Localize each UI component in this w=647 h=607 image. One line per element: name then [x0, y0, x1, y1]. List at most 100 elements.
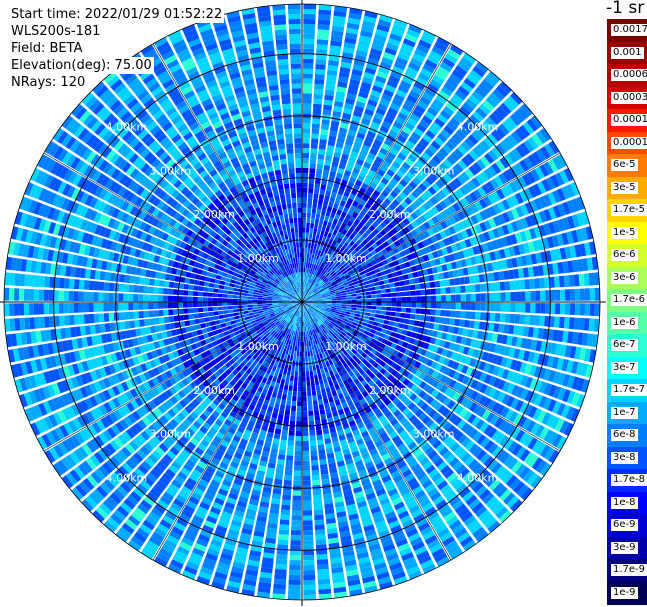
ray-gate-cell [400, 395, 409, 404]
ray-gate-cell [278, 408, 285, 415]
ray-gate-cell [575, 362, 584, 376]
ray-gate-cell [288, 385, 293, 391]
ray-gate-cell [353, 378, 361, 386]
ray-gate-cell [422, 429, 432, 438]
ray-gate-cell [247, 304, 253, 308]
ray-gate-cell [143, 286, 149, 294]
ray-gate-cell [346, 304, 352, 307]
ray-gate-cell [429, 398, 439, 408]
ray-gate-cell [383, 479, 394, 488]
ray-gate-cell [392, 452, 402, 461]
ray-gate-cell [275, 468, 284, 475]
ray-gate-cell [248, 310, 254, 314]
ray-gate-cell [409, 393, 418, 402]
ray-gate-cell [272, 588, 286, 595]
ray-gate-cell [371, 302, 377, 306]
ray-gate-cell [134, 276, 140, 285]
ray-gate-cell [455, 353, 463, 362]
ray-gate-cell [491, 462, 502, 474]
ray-gate-cell [277, 454, 286, 460]
ray-gate-cell [428, 436, 439, 446]
ray-gate-cell [339, 397, 346, 404]
ray-gate-cell [337, 360, 343, 367]
ray-gate-cell [511, 372, 519, 383]
ray-gate-cell [489, 479, 501, 491]
ray-gate-cell [456, 419, 467, 430]
ray-gate-cell [285, 460, 293, 466]
ray-gate-cell [401, 329, 408, 336]
ray-gate-cell [550, 342, 557, 355]
ray-gate-cell [405, 455, 416, 464]
ray-gate-cell [323, 398, 329, 404]
ray-gate-cell [169, 322, 176, 330]
ray-gate-cell [58, 290, 64, 301]
ray-gate-cell [379, 431, 388, 440]
ray-gate-cell [477, 407, 487, 418]
ray-gate-cell [344, 373, 351, 380]
ray-gate-cell [374, 387, 382, 395]
ray-gate-cell [88, 280, 95, 291]
ray-gate-cell [520, 303, 526, 313]
ray-gate-cell [508, 347, 516, 358]
ray-gate-cell [314, 309, 320, 313]
ray-gate-cell [219, 318, 226, 324]
ray-gate-cell [491, 430, 502, 442]
ray-gate-cell [297, 396, 302, 402]
ray-gate-cell [523, 404, 533, 416]
ray-gate-cell [356, 438, 364, 446]
ray-gate-cell [288, 569, 301, 576]
ray-gate-cell [406, 565, 420, 576]
ray-gate-cell [452, 460, 463, 472]
ray-gate-cell [564, 345, 572, 358]
ray-gate-cell [405, 313, 411, 319]
ray-gate-cell [340, 338, 347, 344]
ray-gate-cell [371, 325, 378, 331]
ray-gate-cell [98, 313, 105, 323]
ray-gate-cell [474, 370, 483, 380]
ray-gate-cell [424, 506, 437, 517]
ray-gate-cell [286, 450, 294, 456]
ray-gate-cell [399, 547, 412, 557]
ray-gate-cell [218, 310, 224, 315]
ray-gate-cell [274, 568, 287, 575]
ray-gate-cell [475, 419, 485, 430]
ray-gate-cell [434, 523, 448, 534]
ray-gate-cell [445, 310, 451, 317]
ray-gate-cell [317, 320, 322, 326]
ray-gate-cell [257, 306, 263, 309]
ray-gate-cell [338, 371, 344, 378]
ray-gate-cell [487, 427, 498, 439]
ray-gate-cell [410, 463, 421, 473]
ray-gate-cell [584, 348, 592, 362]
ray-gate-cell [530, 303, 536, 314]
ray-gate-cell [369, 316, 375, 321]
ray-gate-cell [386, 302, 392, 307]
ray-gate-cell [415, 308, 422, 314]
ray-gate-cell [4, 287, 10, 301]
ray-gate-cell [414, 361, 422, 369]
ray-gate-cell [296, 356, 299, 362]
ray-gate-cell [424, 534, 438, 545]
ray-gate-cell [303, 574, 316, 581]
ray-gate-cell [310, 355, 315, 361]
ray-gate-cell [440, 507, 453, 518]
ray-gate-cell [483, 385, 493, 396]
ray-gate-cell [391, 435, 401, 444]
ray-gate-cell [305, 305, 309, 310]
ray-gate-cell [334, 323, 340, 329]
ray-gate-cell [483, 397, 492, 408]
ray-gate-cell [472, 446, 483, 458]
ray-gate-cell [364, 339, 371, 345]
ray-gate-cell [327, 324, 333, 329]
ray-gate-cell [443, 435, 453, 446]
ray-gate-cell [392, 529, 404, 539]
ray-gate-cell [356, 307, 362, 312]
ray-gate-cell [280, 514, 290, 521]
ray-gate-cell [488, 387, 497, 399]
ray-gate-cell [172, 295, 178, 302]
ray-gate-cell [412, 431, 422, 441]
ray-gate-cell [494, 313, 501, 322]
ray-gate-cell [393, 357, 401, 364]
ray-gate-cell [476, 434, 487, 445]
ray-gate-cell [331, 327, 337, 332]
